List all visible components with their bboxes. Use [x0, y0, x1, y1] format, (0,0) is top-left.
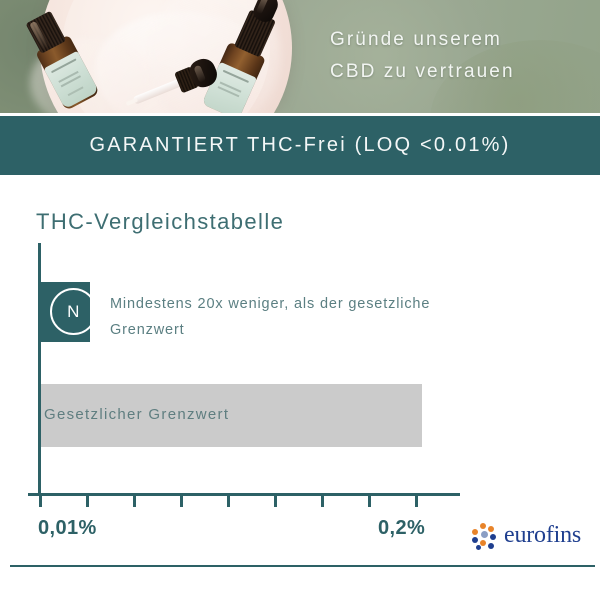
x-axis-tick	[180, 496, 183, 507]
x-axis-tick	[133, 496, 136, 507]
guarantee-banner-text: GARANTIERT THC-Frei (LOQ <0.01%)	[89, 134, 511, 156]
thc-comparison-chart: THC-Vergleichstabelle N Mindestens 20x w…	[0, 175, 600, 600]
eurofins-logo: eurofins	[470, 521, 590, 555]
eurofins-wordmark: eurofins	[504, 522, 582, 548]
hero-headline-line-2: CBD zu vertrauen	[330, 61, 515, 82]
eurofins-dots-icon	[470, 523, 500, 553]
badge-letter: N	[67, 301, 80, 321]
hero-banner: Gründe unserem CBD zu vertrauen	[0, 0, 600, 113]
footer-divider	[10, 565, 595, 567]
sage-texture-blob	[250, 0, 510, 113]
x-axis-label-high: 0,2%	[378, 517, 426, 539]
x-axis-tick	[274, 496, 277, 507]
guarantee-banner: GARANTIERT THC-Frei (LOQ <0.01%)	[0, 116, 600, 175]
chart-y-axis	[38, 243, 41, 495]
bar-product-note: Mindestens 20x weniger, als der gesetzli…	[110, 296, 431, 338]
bar-legal-limit-label: Gesetzlicher Grenzwert	[44, 406, 230, 423]
naturecan-badge-icon: N	[50, 288, 97, 335]
bar-legal-limit	[41, 384, 422, 447]
chart-x-axis	[28, 493, 460, 496]
x-axis-tick	[86, 496, 89, 507]
x-axis-tick	[415, 496, 418, 507]
chart-title: THC-Vergleichstabelle	[36, 209, 285, 234]
x-axis-tick	[39, 496, 42, 507]
hero-headline-line-1: Gründe unserem	[330, 29, 502, 50]
x-axis-tick	[227, 496, 230, 507]
x-axis-tick	[321, 496, 324, 507]
hero-headline: Gründe unserem CBD zu vertrauen	[330, 24, 580, 88]
x-axis-label-low: 0,01%	[38, 517, 97, 539]
x-axis-tick	[368, 496, 371, 507]
